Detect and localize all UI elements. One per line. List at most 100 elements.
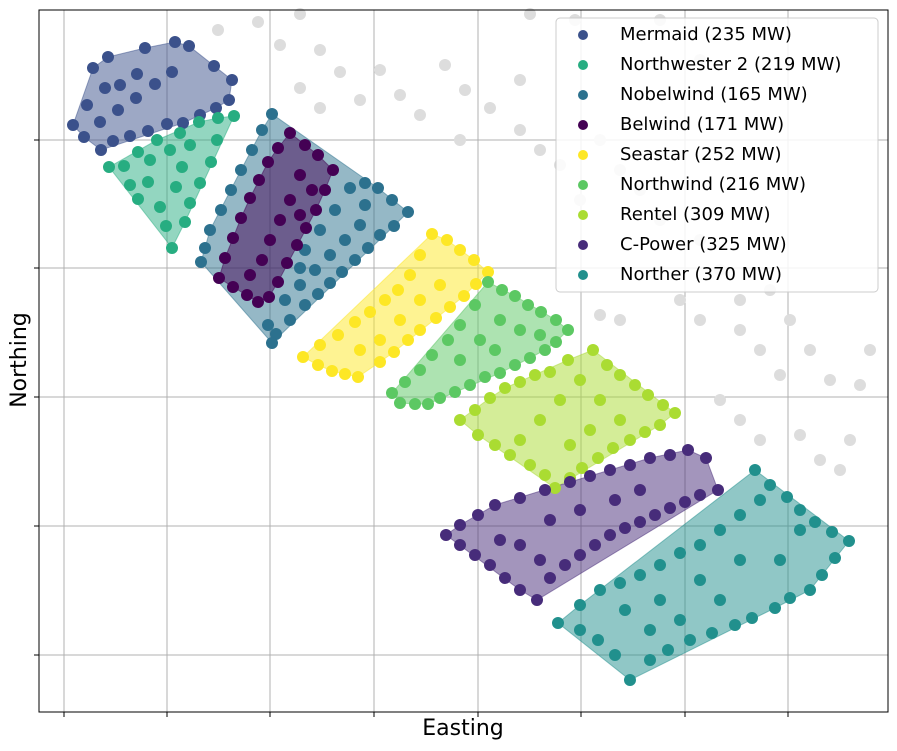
turbine: [379, 294, 391, 306]
turbine: [349, 254, 361, 266]
turbine: [151, 134, 163, 146]
turbine: [352, 371, 364, 383]
turbine: [634, 484, 646, 496]
turbine: [184, 197, 196, 209]
turbine: [496, 284, 508, 296]
other-turbine: [212, 24, 224, 36]
turbine: [103, 161, 115, 173]
turbine: [522, 299, 534, 311]
turbine: [174, 127, 186, 139]
turbine: [470, 278, 482, 290]
turbine: [299, 139, 311, 151]
legend-label: Belwind (171 MW): [620, 114, 784, 135]
turbine: [514, 324, 526, 336]
turbine: [228, 110, 240, 122]
turbine: [199, 242, 211, 254]
other-turbine: [754, 344, 766, 356]
turbine: [454, 319, 466, 331]
other-turbine: [814, 454, 826, 466]
turbine: [160, 220, 172, 232]
turbine: [594, 584, 606, 596]
turbine: [284, 127, 296, 139]
turbine: [469, 299, 481, 311]
turbine: [210, 102, 222, 114]
other-turbine: [314, 44, 326, 56]
turbine: [87, 62, 99, 74]
turbine: [131, 68, 143, 80]
turbine: [449, 386, 461, 398]
turbine: [386, 194, 398, 206]
turbine: [574, 549, 586, 561]
legend-marker: [578, 90, 588, 100]
other-turbine: [314, 102, 326, 114]
turbine: [774, 554, 786, 566]
other-turbine: [534, 144, 546, 156]
turbine: [204, 224, 216, 236]
turbine: [694, 539, 706, 551]
turbine: [434, 392, 446, 404]
turbine: [494, 367, 506, 379]
turbine: [829, 552, 841, 564]
turbine: [454, 354, 466, 366]
turbine: [484, 559, 496, 571]
turbine: [734, 509, 746, 521]
turbine: [634, 569, 646, 581]
legend-marker: [578, 270, 588, 280]
turbine: [514, 376, 526, 388]
turbine: [312, 149, 324, 161]
turbine: [587, 344, 599, 356]
turbine: [549, 482, 561, 494]
turbine: [484, 392, 496, 404]
turbine: [299, 299, 311, 311]
turbine: [574, 624, 586, 636]
turbine: [544, 366, 556, 378]
other-turbine: [754, 434, 766, 446]
turbine: [574, 599, 586, 611]
other-turbine: [794, 429, 806, 441]
turbine: [816, 569, 828, 581]
turbine: [95, 144, 107, 156]
other-turbine: [414, 109, 426, 121]
turbine: [601, 359, 613, 371]
turbine: [654, 594, 666, 606]
other-turbine: [804, 344, 816, 356]
turbine: [359, 177, 371, 189]
turbine: [642, 389, 654, 401]
turbine: [535, 306, 547, 318]
turbine: [272, 142, 284, 154]
turbine: [374, 229, 386, 241]
turbine: [524, 352, 536, 364]
turbine: [130, 92, 142, 104]
turbine: [184, 139, 196, 151]
turbine: [454, 244, 466, 256]
turbine: [215, 204, 227, 216]
turbine: [326, 365, 338, 377]
turbine: [534, 414, 546, 426]
turbine: [294, 279, 306, 291]
turbine: [826, 526, 838, 538]
turbine: [266, 337, 278, 349]
turbine: [550, 336, 562, 348]
turbine: [300, 222, 312, 234]
turbine: [592, 634, 604, 646]
other-turbine: [252, 16, 264, 28]
turbine: [469, 549, 481, 561]
other-turbine: [514, 124, 526, 136]
turbine: [272, 276, 284, 288]
turbine: [124, 179, 136, 191]
legend-label: Mermaid (235 MW): [620, 24, 792, 45]
turbine: [81, 99, 93, 111]
turbine: [534, 329, 546, 341]
turbine: [592, 452, 604, 464]
turbine: [426, 228, 438, 240]
turbine: [294, 262, 306, 274]
y-axis-label: Northing: [7, 312, 32, 408]
turbine: [402, 206, 414, 218]
other-turbine: [844, 434, 856, 446]
turbine: [609, 649, 621, 661]
other-turbine: [714, 394, 726, 406]
turbine: [312, 359, 324, 371]
turbine: [144, 154, 156, 166]
